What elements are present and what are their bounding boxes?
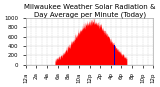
Title: Milwaukee Weather Solar Radiation & Day Average per Minute (Today): Milwaukee Weather Solar Radiation & Day … (24, 4, 155, 18)
Bar (114, 45, 115, 65)
